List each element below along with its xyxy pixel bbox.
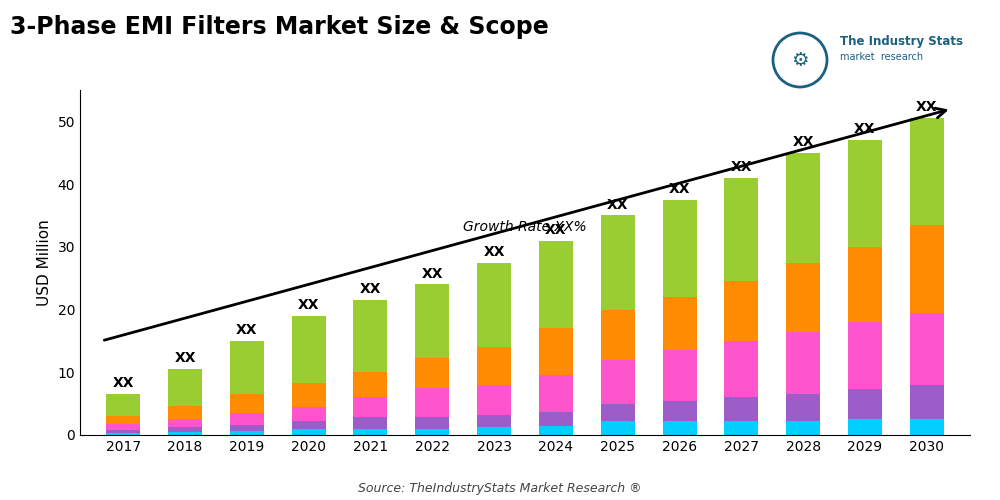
Bar [415, 418, 449, 428]
Bar [601, 404, 635, 421]
Text: ⚙: ⚙ [791, 50, 809, 70]
Bar [353, 372, 387, 398]
Bar [106, 394, 140, 416]
Bar [415, 428, 449, 435]
Text: XX: XX [731, 160, 752, 174]
Bar [848, 247, 882, 322]
Text: XX: XX [236, 323, 258, 337]
Bar [786, 421, 820, 435]
Bar [477, 347, 511, 385]
Bar [539, 328, 573, 376]
Bar [292, 421, 326, 428]
Bar [477, 428, 511, 435]
Bar [724, 282, 758, 341]
Bar [786, 152, 820, 262]
Bar [106, 430, 140, 433]
Text: XX: XX [298, 298, 319, 312]
Bar [539, 376, 573, 412]
Text: XX: XX [792, 135, 814, 149]
Bar [230, 425, 264, 431]
Bar [539, 412, 573, 426]
Y-axis label: USD Million: USD Million [37, 219, 52, 306]
Bar [230, 431, 264, 435]
Bar [477, 262, 511, 347]
Text: XX: XX [545, 223, 567, 237]
Bar [663, 200, 697, 297]
Bar [168, 406, 202, 419]
Bar [353, 398, 387, 417]
Bar [724, 398, 758, 421]
Bar [786, 332, 820, 394]
Bar [848, 420, 882, 435]
Bar [477, 385, 511, 415]
Bar [292, 383, 326, 407]
Text: market  research: market research [840, 52, 923, 62]
Text: 3-Phase EMI Filters Market Size & Scope: 3-Phase EMI Filters Market Size & Scope [10, 15, 549, 39]
Bar [168, 369, 202, 406]
Text: Growth Rate XX%: Growth Rate XX% [463, 220, 587, 234]
Text: XX: XX [113, 376, 134, 390]
Bar [724, 421, 758, 435]
Bar [415, 284, 449, 358]
Text: XX: XX [607, 198, 628, 211]
Bar [230, 413, 264, 425]
Text: Source: TheIndustryStats Market Research ®: Source: TheIndustryStats Market Research… [358, 482, 642, 495]
Text: The Industry Stats: The Industry Stats [840, 35, 963, 48]
Bar [910, 420, 944, 435]
Bar [663, 401, 697, 421]
Bar [601, 421, 635, 435]
Bar [106, 433, 140, 435]
Bar [106, 416, 140, 424]
Bar [477, 415, 511, 428]
Bar [663, 297, 697, 350]
Text: XX: XX [360, 282, 381, 296]
Bar [415, 388, 449, 418]
Bar [168, 428, 202, 432]
Bar [910, 312, 944, 385]
Bar [724, 178, 758, 282]
Bar [168, 432, 202, 435]
Bar [663, 350, 697, 401]
Text: XX: XX [669, 182, 690, 196]
Bar [106, 424, 140, 430]
Bar [601, 310, 635, 360]
Bar [910, 385, 944, 420]
Bar [786, 394, 820, 421]
Bar [786, 262, 820, 332]
Bar [353, 428, 387, 435]
Text: XX: XX [916, 100, 937, 114]
Bar [848, 140, 882, 247]
Bar [601, 216, 635, 310]
Bar [663, 421, 697, 435]
Bar [353, 418, 387, 428]
Text: XX: XX [854, 122, 876, 136]
Bar [230, 394, 264, 413]
Text: XX: XX [483, 244, 505, 258]
Bar [910, 118, 944, 225]
Bar [292, 316, 326, 383]
Text: XX: XX [174, 352, 196, 366]
Bar [353, 300, 387, 372]
Bar [230, 341, 264, 394]
Bar [539, 240, 573, 328]
Bar [848, 389, 882, 420]
Bar [292, 407, 326, 421]
Bar [292, 428, 326, 435]
Bar [848, 322, 882, 389]
Bar [415, 358, 449, 388]
Text: XX: XX [422, 266, 443, 280]
Bar [601, 360, 635, 404]
Bar [168, 420, 202, 428]
Bar [724, 341, 758, 398]
Bar [539, 426, 573, 435]
Bar [910, 225, 944, 312]
